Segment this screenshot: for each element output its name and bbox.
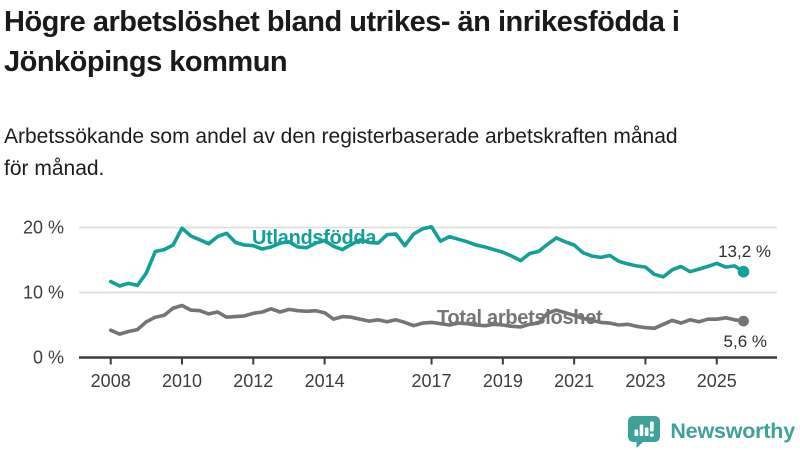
series-line-utlandsfodda (108, 224, 746, 288)
chart-subtitle: Arbetssökande som andel av den registerb… (4, 121, 796, 185)
x-axis-ticks: 2008 2010 2012 2014 2017 2019 2021 2023 2025 (91, 357, 737, 391)
series-end-dot (738, 315, 749, 327)
chart-subtitle-line1: Arbetssökande som andel av den registerb… (4, 125, 678, 148)
y-tick-label: 0 % (33, 348, 64, 368)
chart-title-line1: Högre arbetslöshet bland utrikes- än inr… (4, 6, 680, 38)
end-value-label-utlandsfodda: 13,2 % (718, 242, 771, 261)
series-layer (108, 224, 750, 336)
y-tick-label: 20 % (23, 218, 64, 238)
x-tick-label: 2017 (412, 371, 452, 391)
x-tick-label: 2010 (162, 371, 202, 391)
line-chart: 20 % 10 % 0 % 2008 2010 2012 2014 2017 2019 2021… (23, 218, 777, 391)
series-label-total-arbetsloshet: Total arbetslöshet (437, 307, 603, 329)
end-value-label-total: 5,6 % (724, 332, 767, 351)
chart-title: Högre arbetslöshet bland utrikes- än inr… (4, 2, 796, 82)
newsworthy-logo[interactable]: Newsworthy (626, 413, 795, 449)
chart-labels: Utlandsfödda Total arbetslöshet 13,2 % 5… (252, 227, 771, 351)
x-tick-label: 2014 (305, 371, 345, 391)
x-tick-label: 2008 (91, 371, 131, 391)
x-tick-label: 2019 (483, 371, 523, 391)
chart-title-line2: Jönköpings kommun (4, 46, 288, 78)
y-tick-label: 10 % (23, 283, 64, 303)
newsworthy-bar-chart-speech-bubble-icon (628, 416, 661, 448)
x-tick-label: 2021 (554, 371, 594, 391)
series-label-utlandsfodda: Utlandsfödda (252, 227, 377, 249)
chart-subtitle-line2: för månad. (4, 157, 105, 180)
newsworthy-wordmark: Newsworthy (670, 418, 795, 443)
series-end-dot (737, 265, 750, 278)
x-tick-label: 2012 (233, 371, 273, 391)
series-line-total-arbetsloshet (108, 303, 746, 336)
x-tick-label: 2025 (697, 371, 737, 391)
x-tick-label: 2023 (625, 371, 665, 391)
